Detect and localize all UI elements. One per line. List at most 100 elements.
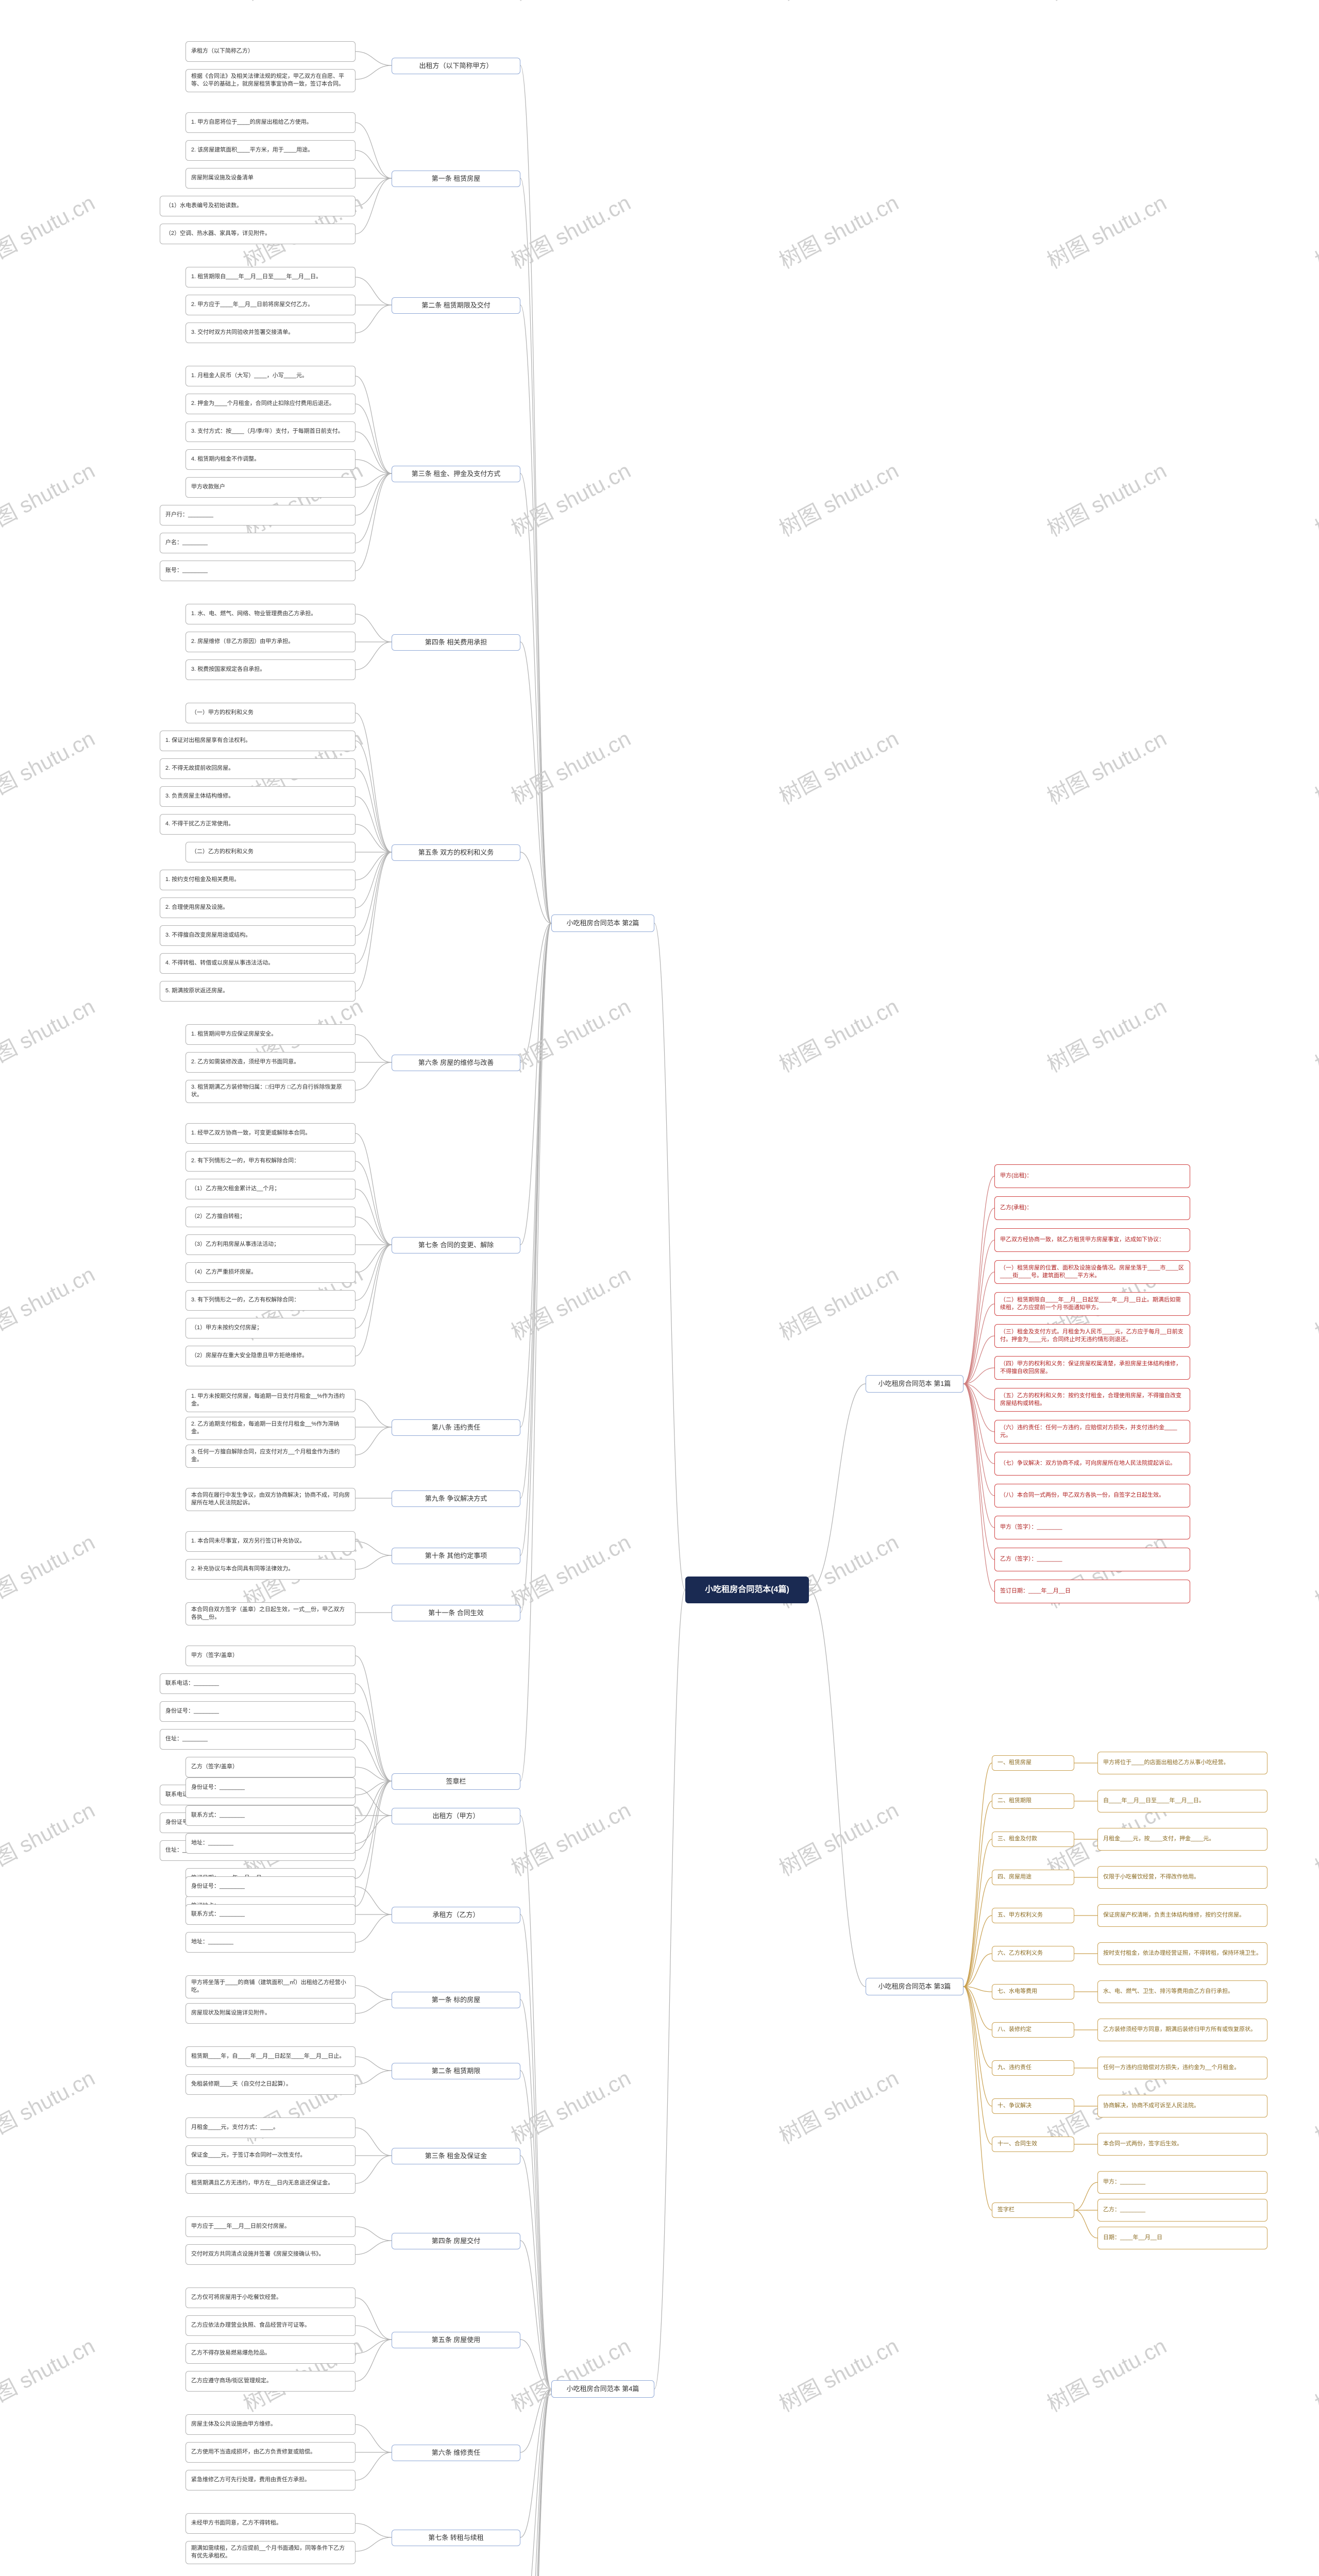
watermark: 树图 shutu.cn [0, 2329, 99, 2418]
leaf-node: 保证金____元，于签订本合同时一次性支付。 [185, 2145, 356, 2166]
watermark: 树图 shutu.cn [773, 2329, 903, 2418]
watermark: 树图 shutu.cn [773, 0, 903, 7]
group-node: 第一条 标的房屋 [392, 1992, 520, 2008]
branch-left: 小吃租房合同范本 第2篇 [551, 914, 654, 932]
branch-right: 小吃租房合同范本 第3篇 [866, 1978, 963, 1995]
leaf-node: 2. 合理使用房屋及设施。 [160, 897, 356, 918]
leaf-node: （七）争议解决：双方协商不成，可向房屋所在地人民法院提起诉讼。 [994, 1452, 1190, 1476]
group-node: 六、乙方权利义务 [992, 1946, 1074, 1961]
leaf-node: 乙方应遵守商场/街区管理规定。 [185, 2371, 356, 2392]
group-node: 第二条 租赁期限 [392, 2063, 520, 2079]
leaf-node: 住址：________ [160, 1729, 356, 1750]
leaf-node: 4. 不得转租、转借或以房屋从事违法活动。 [160, 953, 356, 974]
watermark: 树图 shutu.cn [773, 2061, 903, 2150]
leaf-node: 地址：________ [185, 1833, 356, 1854]
watermark: 树图 shutu.cn [773, 1793, 903, 1883]
leaf-node: （四）甲方的权利和义务：保证房屋权属清楚，承担房屋主体结构维修，不得擅自收回房屋… [994, 1356, 1190, 1380]
watermark: 树图 shutu.cn [1309, 2061, 1319, 2150]
leaf-node: 协商解决，协商不成可诉至人民法院。 [1097, 2095, 1267, 2117]
leaf-node: 4. 不得干扰乙方正常使用。 [160, 814, 356, 835]
leaf-node: 甲方将坐落于____的商铺（建筑面积__㎡）出租给乙方经营小吃。 [185, 1975, 356, 1998]
watermark: 树图 shutu.cn [1309, 1258, 1319, 1347]
leaf-node: 2. 补充协议与本合同具有同等法律效力。 [185, 1559, 356, 1580]
leaf-node: 1. 按约支付租金及相关费用。 [160, 870, 356, 890]
leaf-node: 乙方使用不当造成损坏，由乙方负责修复或赔偿。 [185, 2442, 356, 2463]
group-node: 第一条 租赁房屋 [392, 171, 520, 187]
watermark: 树图 shutu.cn [1041, 186, 1171, 275]
leaf-node: 3. 支付方式：按____（月/季/年）支付，于每期首日前支付。 [185, 421, 356, 442]
leaf-node: 1. 水、电、燃气、网络、物业管理费由乙方承担。 [185, 604, 356, 624]
leaf-node: 1. 保证对出租房屋享有合法权利。 [160, 731, 356, 751]
watermark: 树图 shutu.cn [1309, 186, 1319, 275]
group-node: 签章栏 [392, 1773, 520, 1790]
watermark: 树图 shutu.cn [1309, 1526, 1319, 1615]
leaf-node: 身份证号：________ [185, 1876, 356, 1897]
group-node: 第六条 维修责任 [392, 2445, 520, 2461]
group-node: 第七条 合同的变更、解除 [392, 1237, 520, 1253]
leaf-node: （一）甲方的权利和义务 [185, 703, 356, 723]
leaf-node: 乙方(承租)： [994, 1196, 1190, 1220]
leaf-node: 乙方（签字）：________ [994, 1548, 1190, 1571]
leaf-node: 地址：________ [185, 1932, 356, 1953]
leaf-node: 紧急维修乙方可先行处理，费用由责任方承担。 [185, 2470, 356, 2490]
leaf-node: （二）乙方的权利和义务 [185, 842, 356, 862]
watermark: 树图 shutu.cn [1309, 0, 1319, 7]
leaf-node: 甲方（签字）：________ [994, 1516, 1190, 1539]
leaf-node: 免租装修期____天（自交付之日起算）。 [185, 2074, 356, 2095]
leaf-node: 联系方式：________ [185, 1904, 356, 1925]
watermark: 树图 shutu.cn [1309, 722, 1319, 811]
leaf-node: （六）违约责任：任何一方违约，应赔偿对方损失，并支付违约金____元。 [994, 1420, 1190, 1444]
leaf-node: 本合同一式两份，签字后生效。 [1097, 2133, 1267, 2156]
watermark: 树图 shutu.cn [773, 454, 903, 543]
group-node: 八、装修约定 [992, 2022, 1074, 2038]
leaf-node: 3. 税费按国家规定各自承担。 [185, 659, 356, 680]
leaf-node: 甲方应于____年__月__日前交付房屋。 [185, 2216, 356, 2237]
leaf-node: 保证房屋产权清晰，负责主体结构维修，按约交付房屋。 [1097, 1904, 1267, 1927]
watermark: 树图 shutu.cn [773, 1258, 903, 1347]
group-node: 签字栏 [992, 2202, 1074, 2218]
group-node: 第五条 房屋使用 [392, 2332, 520, 2348]
group-node: 第五条 双方的权利和义务 [392, 844, 520, 861]
watermark: 树图 shutu.cn [0, 454, 99, 543]
leaf-node: 乙方（签字/盖章） [185, 1757, 356, 1777]
leaf-node: 甲乙双方经协商一致，就乙方租赁甲方房屋事宜，达成如下协议： [994, 1228, 1190, 1252]
branch-left: 小吃租房合同范本 第4篇 [551, 2380, 654, 2398]
leaf-node: 承租方（以下简称乙方） [185, 41, 356, 62]
watermark: 树图 shutu.cn [0, 1258, 99, 1347]
leaf-node: （3）乙方利用房屋从事违法活动； [185, 1234, 356, 1255]
leaf-node: 3. 负责房屋主体结构维修。 [160, 786, 356, 807]
group-node: 第四条 房屋交付 [392, 2233, 520, 2249]
leaf-node: 2. 该房屋建筑面积____平方米，用于____用途。 [185, 140, 356, 161]
leaf-node: 身份证号：________ [160, 1701, 356, 1722]
leaf-node: （1）乙方拖欠租金累计达__个月； [185, 1179, 356, 1199]
leaf-node: 联系电话：________ [160, 1673, 356, 1694]
leaf-node: （一）租赁房屋的位置、面积及设施设备情况。房屋坐落于____市____区____… [994, 1260, 1190, 1284]
leaf-node: 本合同自双方签字（盖章）之日起生效，一式__份，甲乙双方各执__份。 [185, 1602, 356, 1625]
group-node: 四、房屋用途 [992, 1870, 1074, 1885]
group-node: 承租方（乙方） [392, 1907, 520, 1923]
leaf-node: 3. 交付时双方共同验收并签署交接清单。 [185, 323, 356, 343]
leaf-node: 5. 期满按原状返还房屋。 [160, 981, 356, 1002]
leaf-node: （2）房屋存在重大安全隐患且甲方拒绝维修。 [185, 1346, 356, 1366]
group-node: 第三条 租金、押金及支付方式 [392, 466, 520, 482]
leaf-node: 房屋现状及附属设施详见附件。 [185, 2003, 356, 2024]
leaf-node: （4）乙方严重损坏房屋。 [185, 1262, 356, 1283]
group-node: 二、租赁期限 [992, 1793, 1074, 1809]
leaf-node: 3. 任何一方擅自解除合同，应支付对方__个月租金作为违约金。 [185, 1445, 356, 1468]
leaf-node: （五）乙方的权利和义务：按约支付租金，合理使用房屋，不得擅自改变房屋结构或转租。 [994, 1388, 1190, 1412]
leaf-node: （2）空调、热水器、家具等，详见附件。 [160, 224, 356, 244]
leaf-node: 乙方装修须经甲方同意，期满后装修归甲方所有或恢复原状。 [1097, 2019, 1267, 2041]
group-node: 第九条 争议解决方式 [392, 1490, 520, 1507]
watermark: 树图 shutu.cn [237, 0, 367, 7]
leaf-node: 4. 租赁期内租金不作调整。 [185, 449, 356, 470]
leaf-node: 月租金____元，支付方式：____。 [185, 2117, 356, 2138]
leaf-node: （三）租金及支付方式。月租金为人民币____元，乙方应于每月__日前支付。押金为… [994, 1324, 1190, 1348]
leaf-node: 甲方（签字/盖章） [185, 1646, 356, 1666]
watermark: 树图 shutu.cn [1041, 990, 1171, 1079]
watermark: 树图 shutu.cn [0, 2061, 99, 2150]
leaf-node: 日期：____年__月__日 [1097, 2227, 1267, 2249]
leaf-node: 甲方：________ [1097, 2171, 1267, 2194]
leaf-node: 2. 押金为____个月租金，合同终止扣除应付费用后退还。 [185, 394, 356, 414]
leaf-node: 未经甲方书面同意，乙方不得转租。 [185, 2513, 356, 2534]
leaf-node: 2. 房屋维修（非乙方原因）由甲方承担。 [185, 632, 356, 652]
